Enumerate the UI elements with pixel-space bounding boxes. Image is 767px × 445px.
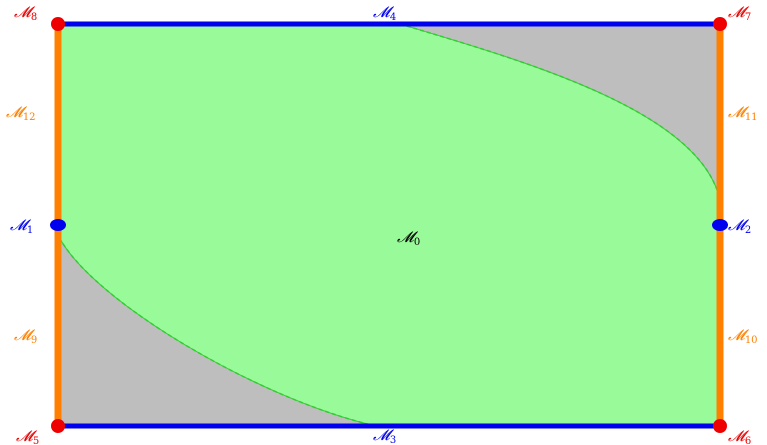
corner-point-bottom-left [51,419,65,433]
label-m7: 𝓜7 [728,3,751,23]
label-m8: 𝓜8 [14,3,37,23]
corner-point-bottom-right [713,419,727,433]
lower-boundary-curve [57,234,377,427]
label-m9: 𝓜9 [14,326,37,346]
label-m5: 𝓜5 [16,427,39,445]
label-m2: 𝓜2 [728,216,751,236]
upper-boundary-curve [399,23,721,201]
label-m10: 𝓜10 [728,326,758,346]
label-m4: 𝓜4 [373,3,396,23]
label-m12: 𝓜12 [6,103,36,123]
corner-point-top-left [51,17,65,31]
midpoint-right [712,219,728,231]
label-m1: 𝓜1 [10,216,33,236]
label-m0: 𝓜0 [397,228,420,248]
label-m3: 𝓜3 [373,426,396,445]
midpoint-left [50,219,66,231]
label-m11: 𝓜11 [728,103,758,123]
corner-point-top-right [713,17,727,31]
label-m6: 𝓜6 [728,427,751,445]
